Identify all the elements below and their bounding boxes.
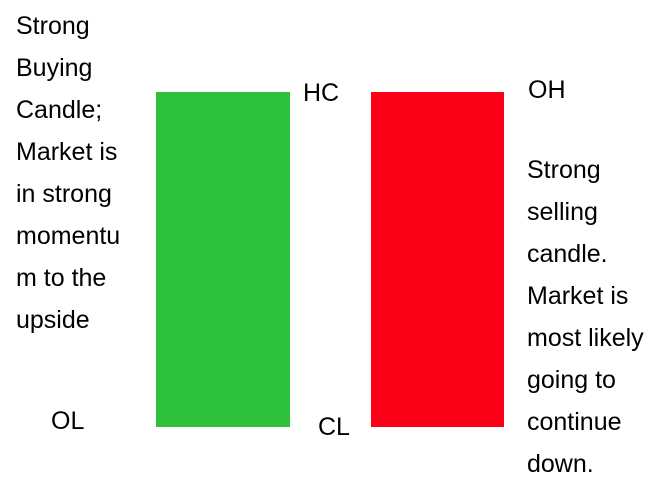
description-line: going to bbox=[527, 366, 616, 394]
description-line: selling bbox=[527, 198, 598, 226]
buying-candle-description: Strong Buying Candle; Market is in stron… bbox=[16, 5, 120, 341]
selling-candle-bottom-label: CL bbox=[318, 413, 350, 441]
selling-candle-description: Strong selling candle. Market is most li… bbox=[527, 149, 644, 485]
buying-candle-bottom-label: OL bbox=[51, 407, 85, 435]
description-line: upside bbox=[16, 306, 90, 334]
buying-candle-top-label: HC bbox=[303, 79, 340, 107]
description-line: in strong bbox=[16, 180, 112, 208]
buying-candle-body bbox=[156, 92, 290, 427]
description-line: candle. bbox=[527, 240, 608, 268]
selling-candle-body bbox=[371, 92, 504, 427]
description-line: down. bbox=[527, 450, 594, 478]
description-line: Buying bbox=[16, 54, 93, 82]
selling-candle-top-label: OH bbox=[528, 76, 566, 104]
description-line: continue bbox=[527, 408, 622, 436]
description-line: most likely bbox=[527, 324, 644, 352]
description-line: Strong bbox=[527, 156, 601, 184]
description-line: momentu bbox=[16, 222, 121, 250]
description-line: m to the bbox=[16, 264, 107, 292]
description-line: Market is bbox=[527, 282, 629, 310]
description-line: Strong bbox=[16, 12, 90, 40]
description-line: Market is bbox=[16, 138, 118, 166]
description-line: Candle; bbox=[16, 96, 103, 124]
